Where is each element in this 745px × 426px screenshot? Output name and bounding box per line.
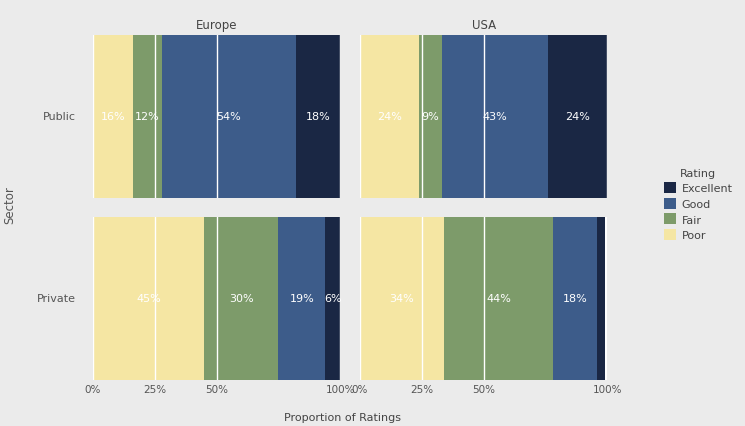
Y-axis label: Public: Public: [43, 112, 76, 122]
Bar: [442, 36, 548, 198]
Bar: [204, 218, 279, 380]
Title: USA: USA: [472, 19, 495, 32]
Bar: [360, 36, 419, 198]
Text: Proportion of Ratings: Proportion of Ratings: [284, 412, 402, 422]
Bar: [553, 218, 597, 380]
Y-axis label: Private: Private: [37, 294, 76, 304]
Bar: [326, 218, 340, 380]
Bar: [279, 218, 326, 380]
Text: 44%: 44%: [486, 294, 511, 304]
Bar: [419, 36, 442, 198]
Text: 12%: 12%: [135, 112, 159, 122]
Bar: [548, 36, 607, 198]
Text: 6%: 6%: [324, 294, 342, 304]
Title: Europe: Europe: [196, 19, 238, 32]
Text: 34%: 34%: [390, 294, 414, 304]
Text: 24%: 24%: [565, 112, 590, 122]
Legend: Excellent, Good, Fair, Poor: Excellent, Good, Fair, Poor: [660, 165, 736, 244]
Text: 18%: 18%: [305, 112, 330, 122]
Text: 45%: 45%: [136, 294, 161, 304]
Bar: [93, 218, 204, 380]
Bar: [162, 36, 296, 198]
Text: 18%: 18%: [562, 294, 588, 304]
Bar: [133, 36, 162, 198]
Bar: [296, 36, 340, 198]
Bar: [444, 218, 553, 380]
Text: 16%: 16%: [101, 112, 125, 122]
Bar: [597, 218, 605, 380]
Bar: [360, 218, 444, 380]
Text: 43%: 43%: [482, 112, 507, 122]
Text: 54%: 54%: [217, 112, 241, 122]
Bar: [93, 36, 133, 198]
Text: Sector: Sector: [4, 186, 16, 223]
Text: 24%: 24%: [377, 112, 402, 122]
Text: 19%: 19%: [290, 294, 314, 304]
Text: 30%: 30%: [229, 294, 253, 304]
Text: 9%: 9%: [422, 112, 440, 122]
